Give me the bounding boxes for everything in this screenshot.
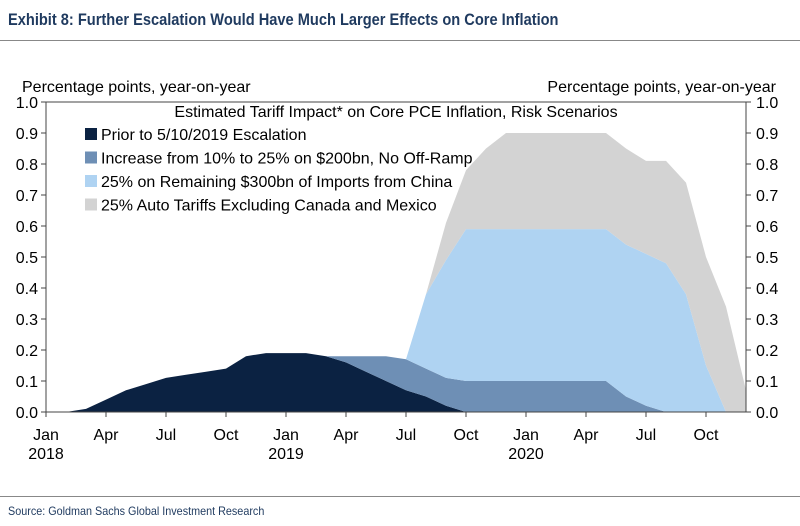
y-tick-label-right-7: 0.7 <box>756 188 778 205</box>
x-year-label-2018: 2018 <box>28 446 64 463</box>
x-tick-label-0: Jan <box>33 427 59 444</box>
x-tick-label-5: Apr <box>334 427 360 444</box>
x-axis: Jan 2018 Apr Jul Oct Jan 2019 Apr Jul Oct Jan 2020 A… <box>28 412 719 463</box>
y-axis-right: 0.0 0.1 0.2 0.3 0.4 0.5 0.6 0.7 0.8 0.9 1.0 <box>746 95 778 422</box>
y-tick-label-right-1: 0.1 <box>756 374 778 391</box>
x-tick-label-10: Jul <box>636 427 656 444</box>
y-tick-label-right-0: 0.0 <box>756 405 778 422</box>
legend-swatch-2 <box>85 151 97 164</box>
y-tick-label-left-6: 0.6 <box>16 219 38 236</box>
y-tick-label-right-6: 0.6 <box>756 219 778 236</box>
y-tick-label-right-4: 0.4 <box>756 281 778 298</box>
y-tick-label-left-8: 0.8 <box>16 157 38 174</box>
y-tick-label-right-2: 0.2 <box>756 343 778 360</box>
x-year-label-2020: 2020 <box>508 446 544 463</box>
y-tick-label-right-8: 0.8 <box>756 157 778 174</box>
legend: Prior to 5/10/2019 Escalation Increase fr… <box>85 127 473 215</box>
legend-swatch-4 <box>85 198 97 211</box>
area-series-group <box>46 133 746 412</box>
legend-label-1: Prior to 5/10/2019 Escalation <box>101 127 306 144</box>
x-tick-label-9: Apr <box>574 427 600 444</box>
x-tick-label-7: Oct <box>454 427 479 444</box>
y-tick-label-left-9: 0.9 <box>16 126 38 143</box>
x-year-label-2019: 2019 <box>268 446 304 463</box>
chart-title: Estimated Tariff Impact* on Core PCE Inf… <box>174 104 617 121</box>
x-tick-label-6: Jul <box>396 427 416 444</box>
area-series-3 <box>46 229 746 412</box>
tariff-impact-chart: 0.0 0.1 0.2 0.3 0.4 0.5 0.6 0.7 0.8 0.9 1.0 0.0 0.1… <box>16 79 779 463</box>
y-tick-label-left-1: 0.1 <box>16 374 38 391</box>
y-tick-label-left-4: 0.4 <box>16 281 38 298</box>
y-axis-right-label: Percentage points, year-on-year <box>547 79 776 96</box>
x-tick-label-2: Jul <box>156 427 176 444</box>
legend-swatch-1 <box>85 128 97 140</box>
legend-label-2: Increase from 10% to 25% on $200bn, No O… <box>101 151 473 168</box>
y-axis-left: 0.0 0.1 0.2 0.3 0.4 0.5 0.6 0.7 0.8 0.9 1.0 <box>16 95 46 422</box>
y-tick-label-left-5: 0.5 <box>16 250 38 267</box>
x-tick-label-3: Oct <box>214 427 239 444</box>
y-tick-label-right-3: 0.3 <box>756 312 778 329</box>
y-tick-label-left-10: 1.0 <box>16 95 38 112</box>
bottom-divider <box>0 496 800 497</box>
y-tick-label-right-10: 1.0 <box>756 95 778 112</box>
area-series-1 <box>46 353 746 412</box>
y-tick-label-right-9: 0.9 <box>756 126 778 143</box>
x-tick-label-1: Apr <box>94 427 120 444</box>
top-divider <box>0 40 800 41</box>
y-tick-label-left-0: 0.0 <box>16 405 38 422</box>
y-axis-left-label: Percentage points, year-on-year <box>22 79 251 96</box>
y-tick-label-left-7: 0.7 <box>16 188 38 205</box>
y-tick-label-left-2: 0.2 <box>16 343 38 360</box>
x-tick-label-8: Jan <box>513 427 539 444</box>
legend-label-3: 25% on Remaining $300bn of Imports from … <box>101 174 452 191</box>
x-tick-label-11: Oct <box>694 427 719 444</box>
y-tick-label-right-5: 0.5 <box>756 250 778 267</box>
legend-swatch-3 <box>85 175 97 187</box>
x-tick-label-4: Jan <box>273 427 299 444</box>
area-series-4 <box>46 133 746 412</box>
source-note: Source: Goldman Sachs Global Investment … <box>8 504 265 518</box>
exhibit-title: Exhibit 8: Further Escalation Would Have… <box>8 10 559 29</box>
legend-label-4: 25% Auto Tariffs Excluding Canada and Me… <box>101 198 437 215</box>
y-tick-label-left-3: 0.3 <box>16 312 38 329</box>
area-series-2 <box>46 353 746 412</box>
